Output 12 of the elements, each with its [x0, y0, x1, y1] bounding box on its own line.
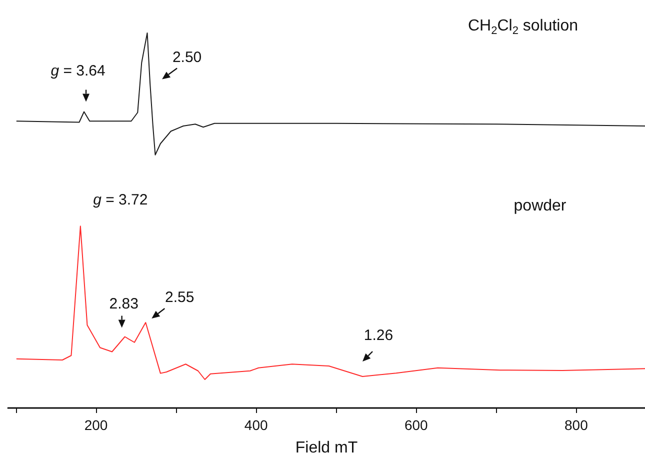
annotation: 1.26 [364, 327, 394, 344]
annotation: 2.50 [172, 48, 202, 66]
annotation: powder [514, 198, 567, 214]
x-tick-label: 200 [84, 417, 108, 433]
x-tick-label: 400 [244, 417, 268, 433]
x-axis-title: Field mT [295, 440, 358, 456]
x-tick-label: 800 [564, 417, 588, 433]
annotation: 2.55 [165, 289, 194, 306]
x-tick-label: 600 [404, 417, 428, 433]
annotation: g = 3.64 [50, 62, 106, 80]
annotation: 2.83 [109, 295, 138, 312]
annotation: g = 3.72 [93, 192, 148, 209]
